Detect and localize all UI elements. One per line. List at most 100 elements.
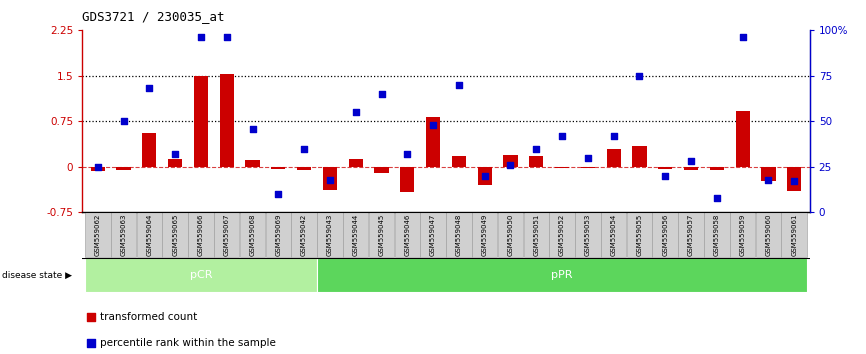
Bar	[271, 167, 286, 169]
Bar	[601, 212, 626, 257]
Bar	[575, 212, 601, 257]
Bar	[245, 160, 260, 167]
Bar	[317, 212, 343, 257]
Text: transformed count: transformed count	[100, 312, 197, 322]
Text: GSM559055: GSM559055	[637, 214, 643, 256]
Text: GSM559042: GSM559042	[301, 214, 307, 256]
Text: GSM559044: GSM559044	[352, 214, 359, 256]
Bar	[503, 155, 518, 167]
Bar	[91, 167, 105, 171]
Bar	[85, 258, 317, 292]
Text: GSM559061: GSM559061	[792, 214, 798, 256]
Text: GSM559068: GSM559068	[249, 214, 255, 256]
Bar	[369, 212, 394, 257]
Bar	[730, 212, 755, 257]
Bar	[452, 156, 466, 167]
Point	[529, 146, 543, 152]
Bar	[214, 212, 240, 257]
Text: GSM559059: GSM559059	[740, 214, 746, 256]
Text: GSM559047: GSM559047	[430, 214, 436, 256]
Bar	[349, 159, 363, 167]
Text: GSM559065: GSM559065	[172, 214, 178, 256]
Point	[710, 195, 724, 201]
Bar	[420, 212, 446, 257]
Bar	[395, 212, 420, 257]
Bar	[194, 76, 208, 167]
Text: GSM559051: GSM559051	[533, 214, 540, 256]
Text: GSM559069: GSM559069	[275, 214, 281, 256]
Bar	[297, 167, 311, 170]
Point	[297, 146, 311, 152]
Point	[761, 177, 775, 182]
Text: GSM559064: GSM559064	[146, 214, 152, 256]
Bar	[704, 212, 730, 257]
Point	[736, 35, 750, 40]
Bar	[761, 167, 776, 181]
Point	[658, 173, 672, 179]
Bar	[168, 159, 182, 167]
Bar	[632, 145, 647, 167]
Bar	[266, 212, 291, 257]
Bar	[524, 212, 549, 257]
Bar	[684, 167, 698, 170]
Text: GDS3721 / 230035_at: GDS3721 / 230035_at	[82, 10, 225, 23]
Point	[400, 151, 414, 157]
Bar	[498, 212, 523, 257]
Point	[142, 86, 156, 91]
Bar	[581, 167, 595, 168]
Point	[349, 109, 363, 115]
Point	[632, 73, 646, 79]
Bar	[756, 212, 781, 257]
Text: GSM559066: GSM559066	[198, 214, 204, 256]
Bar	[529, 156, 543, 167]
Point	[375, 91, 389, 97]
Bar	[781, 212, 807, 257]
Text: percentile rank within the sample: percentile rank within the sample	[100, 338, 276, 348]
Bar	[477, 167, 492, 185]
Bar	[658, 167, 672, 169]
Bar	[400, 167, 415, 192]
Bar	[652, 212, 678, 257]
Bar	[606, 149, 621, 167]
Bar	[549, 212, 575, 257]
Bar	[374, 167, 389, 173]
Text: GSM559048: GSM559048	[456, 214, 462, 256]
Point	[787, 178, 801, 184]
Point	[323, 177, 337, 182]
Bar	[710, 167, 724, 170]
Bar	[678, 212, 704, 257]
Bar	[111, 212, 136, 257]
Text: GSM559056: GSM559056	[662, 214, 669, 256]
Text: GSM559043: GSM559043	[326, 214, 333, 256]
Bar	[162, 212, 188, 257]
Bar	[787, 167, 801, 191]
Bar	[142, 133, 157, 167]
Text: GSM559045: GSM559045	[378, 214, 385, 256]
Point	[168, 151, 182, 157]
Text: GSM559060: GSM559060	[766, 214, 772, 256]
Point	[246, 126, 260, 131]
Text: GSM559058: GSM559058	[714, 214, 720, 256]
Text: GSM559053: GSM559053	[585, 214, 591, 256]
Bar	[343, 212, 368, 257]
Text: GSM559052: GSM559052	[559, 214, 565, 256]
Bar	[137, 212, 162, 257]
Bar	[220, 74, 234, 167]
Bar	[323, 167, 337, 190]
Point	[581, 155, 595, 161]
Text: GSM559067: GSM559067	[223, 214, 229, 256]
Point	[519, 220, 533, 225]
Text: GSM559046: GSM559046	[404, 214, 410, 256]
Point	[607, 133, 621, 139]
Text: GSM559063: GSM559063	[120, 214, 126, 256]
Point	[503, 162, 517, 168]
Bar	[240, 212, 265, 257]
Text: pPR: pPR	[552, 270, 572, 280]
Point	[684, 159, 698, 164]
Bar	[472, 212, 497, 257]
Text: pCR: pCR	[190, 270, 212, 280]
Point	[194, 35, 208, 40]
Bar	[426, 117, 440, 167]
Bar	[116, 167, 131, 170]
Text: GSM559049: GSM559049	[481, 214, 488, 256]
